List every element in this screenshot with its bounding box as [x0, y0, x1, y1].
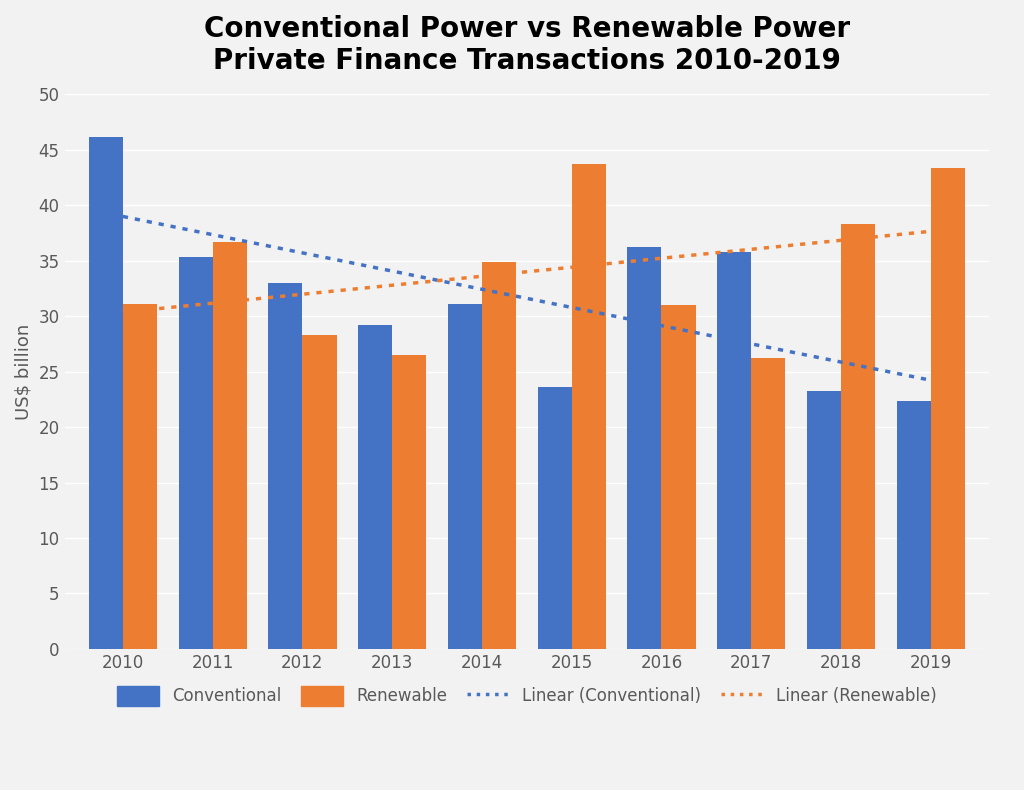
Bar [628, 247, 662, 649]
Y-axis label: US$ billion: US$ billion [15, 324, 33, 419]
Bar [268, 283, 302, 649]
Bar [358, 325, 392, 649]
Bar [571, 164, 606, 649]
Bar [447, 304, 482, 649]
Title: Conventional Power vs Renewable Power
Private Finance Transactions 2010-2019: Conventional Power vs Renewable Power Pr… [204, 15, 850, 75]
Bar [392, 355, 426, 649]
Bar [841, 224, 876, 649]
Bar [178, 258, 213, 649]
Bar [931, 167, 965, 649]
Bar [538, 387, 571, 649]
Bar [897, 401, 931, 649]
Bar [89, 137, 123, 649]
Bar [717, 252, 752, 649]
Bar [662, 305, 695, 649]
Legend: Conventional, Renewable, Linear (Conventional), Linear (Renewable): Conventional, Renewable, Linear (Convent… [111, 679, 943, 713]
Bar [302, 335, 337, 649]
Bar [807, 390, 841, 649]
Bar [752, 359, 785, 649]
Bar [213, 242, 247, 649]
Bar [123, 304, 157, 649]
Bar [482, 261, 516, 649]
